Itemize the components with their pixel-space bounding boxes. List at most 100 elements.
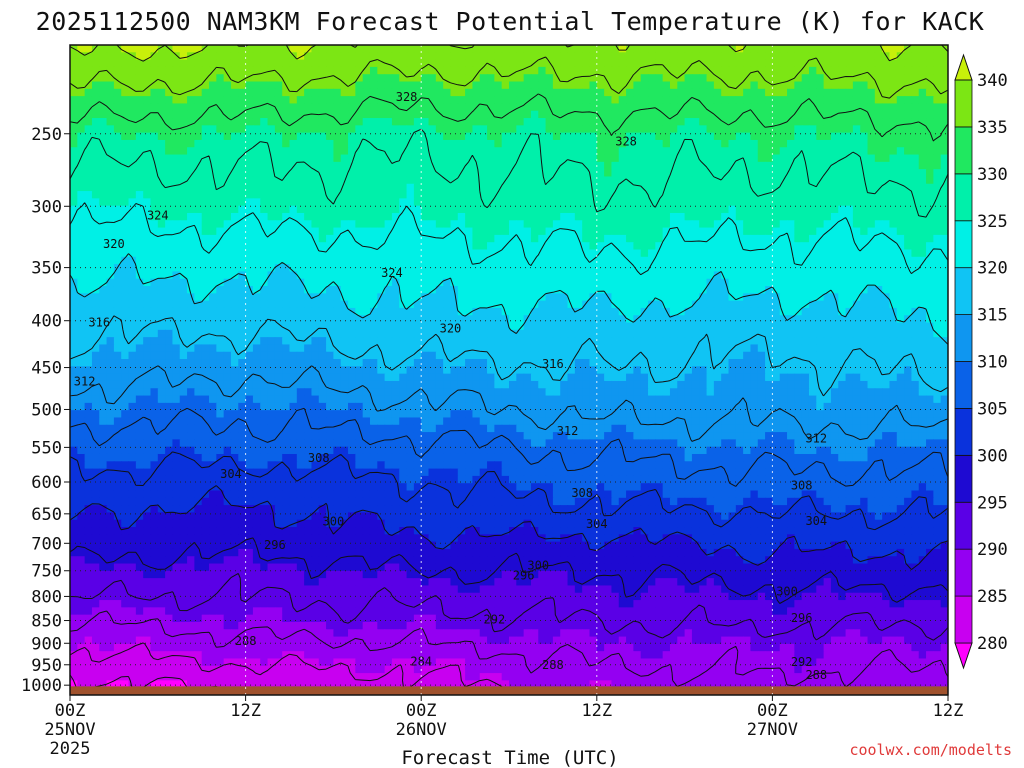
field-cell [574,52,583,61]
field-cell [311,212,320,221]
field-cell [779,147,788,156]
field-cell [509,293,517,302]
field-cell [801,205,810,214]
field-cell [911,300,920,309]
field-cell [128,110,137,119]
field-cell [560,286,569,294]
field-cell [135,256,144,265]
field-cell [735,242,744,251]
field-cell [391,315,400,324]
field-cell [691,337,700,346]
field-cell [99,81,108,90]
field-cell [106,125,115,134]
field-cell [479,293,488,302]
field-cell [289,81,298,90]
field-cell [743,329,752,338]
field-cell [421,307,430,316]
field-cell [691,169,700,178]
field-cell [552,52,561,61]
field-cell [765,256,773,265]
field-cell [355,169,364,178]
field-cell [443,300,452,309]
field-cell [604,300,613,309]
field-cell [121,183,130,192]
field-cell [750,242,759,251]
field-cell [150,205,159,214]
field-cell [735,147,744,156]
field-cell [889,264,898,272]
field-cell [582,322,591,331]
field-cell [209,278,217,287]
field-cell [209,74,217,83]
field-cell [421,227,430,236]
field-cell [91,256,100,265]
field-cell [713,118,722,126]
field-cell [106,271,115,280]
field-cell [662,59,671,68]
field-cell [611,205,620,214]
field-cell [99,205,108,214]
field-cell [201,227,210,236]
field-cell [706,139,715,148]
field-cell [896,139,905,148]
field-cell [428,307,437,316]
field-cell [194,264,203,272]
field-cell [238,45,247,53]
field-cell [633,205,642,214]
field-cell [128,329,137,338]
field-cell [172,205,181,214]
field-cell [333,110,342,119]
field-cell [311,234,320,243]
field-cell [165,212,174,221]
field-cell [91,293,100,302]
field-cell [509,59,517,68]
field-cell [699,110,708,119]
field-cell [552,329,561,338]
field-cell [457,132,466,141]
field-cell [282,96,291,105]
field-cell [216,154,225,163]
field-cell [318,300,327,309]
field-cell [699,198,708,207]
field-cell [823,125,832,134]
field-cell [626,234,634,243]
field-cell [113,337,122,346]
field-cell [252,249,261,258]
field-cell [384,81,393,90]
field-cell [91,132,100,141]
field-cell [699,329,708,338]
field-cell [940,212,948,221]
field-cell [889,59,898,68]
field-cell [391,88,400,97]
field-cell [706,81,715,90]
field-cell [267,271,276,280]
field-cell [816,227,825,236]
field-cell [399,154,408,163]
field-cell [165,161,174,170]
field-cell [538,278,547,287]
field-cell [845,329,854,338]
field-cell [326,52,334,61]
field-cell [830,74,839,83]
field-cell [165,132,174,141]
field-cell [326,227,334,236]
field-cell [509,45,517,53]
field-cell [794,329,803,338]
field-cell [150,191,159,199]
field-cell [413,88,422,97]
field-cell [633,59,642,68]
field-cell [99,293,108,302]
field-cell [150,88,159,97]
field-cell [91,183,100,192]
field-cell [296,212,305,221]
field-cell [743,205,752,214]
field-cell [465,234,474,243]
field-cell [933,264,942,272]
field-cell [113,256,122,265]
field-cell [874,242,883,251]
field-cell [362,66,371,75]
field-cell [399,264,408,272]
field-cell [918,256,927,265]
field-cell [713,147,722,156]
field-cell [699,242,708,251]
